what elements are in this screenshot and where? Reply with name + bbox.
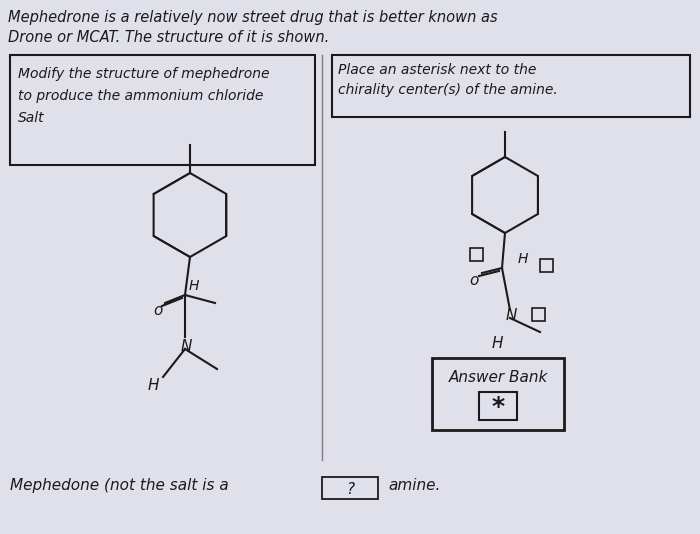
- Text: to produce the ammonium chloride: to produce the ammonium chloride: [18, 89, 263, 103]
- Text: ?: ?: [346, 482, 354, 497]
- Bar: [532, 308, 545, 321]
- Bar: [470, 248, 483, 261]
- Text: o: o: [469, 273, 478, 288]
- Text: H: H: [189, 279, 199, 293]
- Bar: [479, 392, 517, 420]
- Text: Modify the structure of mephedrone: Modify the structure of mephedrone: [18, 67, 270, 81]
- Text: Mephedone (not the salt is a: Mephedone (not the salt is a: [10, 478, 229, 493]
- Text: chirality center(s) of the amine.: chirality center(s) of the amine.: [338, 83, 558, 97]
- Text: Answer Bank: Answer Bank: [448, 371, 547, 386]
- Text: *: *: [491, 395, 505, 419]
- Text: H: H: [492, 336, 503, 351]
- Bar: [322, 477, 378, 499]
- Text: Salt: Salt: [18, 111, 45, 125]
- Text: Drone or MCAT. The structure of it is shown.: Drone or MCAT. The structure of it is sh…: [8, 30, 329, 45]
- Bar: [332, 55, 690, 117]
- Text: N: N: [181, 339, 193, 354]
- Text: H: H: [518, 252, 528, 266]
- Bar: [10, 55, 315, 165]
- Text: amine.: amine.: [388, 478, 440, 493]
- Text: N: N: [506, 308, 517, 323]
- Bar: [540, 259, 553, 272]
- Text: Place an asterisk next to the: Place an asterisk next to the: [338, 63, 536, 77]
- Text: Mephedrone is a relatively now street drug that is better known as: Mephedrone is a relatively now street dr…: [8, 10, 498, 25]
- Text: H: H: [148, 378, 160, 393]
- Bar: [432, 358, 564, 430]
- Text: o: o: [153, 303, 162, 318]
